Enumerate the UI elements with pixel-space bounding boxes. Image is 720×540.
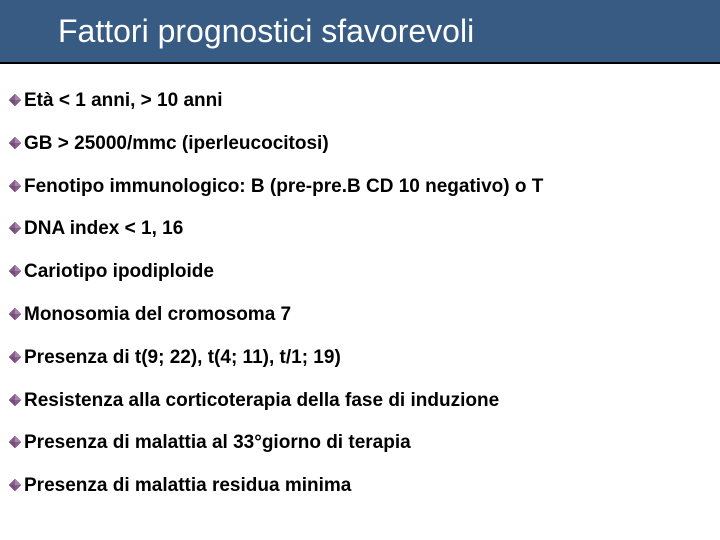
bullet-item: DNA index < 1, 16 xyxy=(8,218,712,241)
slide-header: Fattori prognostici sfavorevoli xyxy=(0,0,720,64)
bullet-text: Monosomia del cromosoma 7 xyxy=(24,304,291,327)
diamond-bullet-icon xyxy=(8,350,24,366)
bullet-text: Presenza di malattia residua minima xyxy=(24,475,351,498)
bullet-item: Resistenza alla corticoterapia della fas… xyxy=(8,390,712,413)
bullet-item: GB > 25000/mmc (iperleucocitosi) xyxy=(8,133,712,156)
diamond-bullet-icon xyxy=(8,307,24,323)
diamond-bullet-icon xyxy=(8,478,24,494)
bullet-text: Presenza di t(9; 22), t(4; 11), t/1; 19) xyxy=(24,347,341,370)
diamond-bullet-icon xyxy=(8,136,24,152)
bullet-text: Cariotipo ipodiploide xyxy=(24,261,214,284)
slide-title: Fattori prognostici sfavorevoli xyxy=(58,13,474,50)
bullet-text: DNA index < 1, 16 xyxy=(24,218,183,241)
bullet-item: Presenza di malattia residua minima xyxy=(8,475,712,498)
diamond-bullet-icon xyxy=(8,93,24,109)
bullet-text: Presenza di malattia al 33°giorno di ter… xyxy=(24,432,411,455)
bullet-item: Età < 1 anni, > 10 anni xyxy=(8,90,712,113)
diamond-bullet-icon xyxy=(8,264,24,280)
bullet-item: Cariotipo ipodiploide xyxy=(8,261,712,284)
bullet-text: Resistenza alla corticoterapia della fas… xyxy=(24,390,499,413)
bullet-item: Monosomia del cromosoma 7 xyxy=(8,304,712,327)
diamond-bullet-icon xyxy=(8,435,24,451)
bullet-item: Fenotipo immunologico: B (pre-pre.B CD 1… xyxy=(8,176,712,199)
bullet-text: Fenotipo immunologico: B (pre-pre.B CD 1… xyxy=(24,176,543,199)
bullet-item: Presenza di malattia al 33°giorno di ter… xyxy=(8,432,712,455)
bullet-text: Età < 1 anni, > 10 anni xyxy=(24,90,223,113)
bullet-text: GB > 25000/mmc (iperleucocitosi) xyxy=(24,133,329,156)
bullet-item: Presenza di t(9; 22), t(4; 11), t/1; 19) xyxy=(8,347,712,370)
diamond-bullet-icon xyxy=(8,221,24,237)
diamond-bullet-icon xyxy=(8,179,24,195)
slide-content: Età < 1 anni, > 10 anni GB > 25000/mmc (i… xyxy=(0,64,720,498)
diamond-bullet-icon xyxy=(8,393,24,409)
